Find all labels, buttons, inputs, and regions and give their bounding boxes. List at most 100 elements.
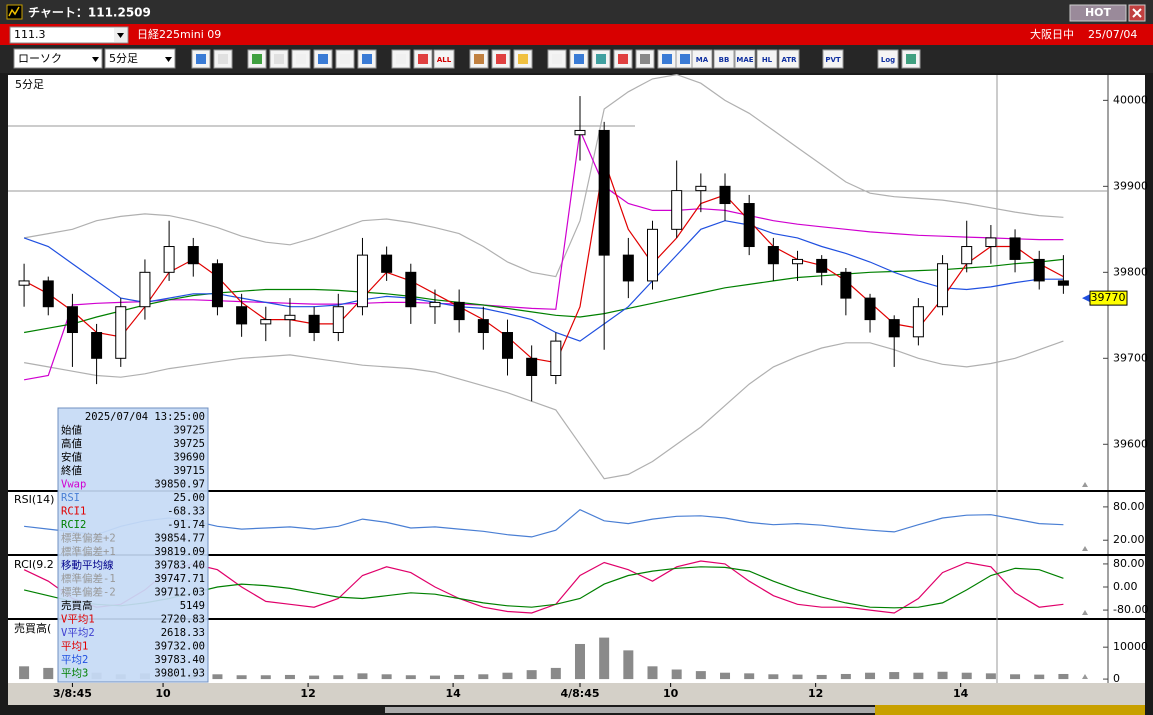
x-tick-label: 10 (155, 687, 171, 700)
close-icon[interactable] (1132, 8, 1142, 18)
info-label: RCI1 (61, 506, 86, 518)
tool-label[interactable]: HL (762, 56, 773, 64)
tool-button[interactable] (877, 49, 899, 69)
x-tick-label: 12 (808, 687, 823, 700)
volume-bar (357, 673, 368, 680)
tool-button[interactable] (822, 49, 844, 69)
y-tick-label: 80.00 (1113, 500, 1145, 513)
tool-glyph (218, 54, 228, 64)
tool-glyph (640, 54, 650, 64)
tool-button[interactable] (778, 49, 800, 69)
volume-bar (405, 675, 416, 680)
info-value: 25.00 (173, 492, 205, 504)
x-tick-label: 4/8:45 (560, 687, 599, 700)
interval[interactable]: 5分足 (109, 52, 138, 65)
panel-title: RSI(14) (14, 493, 54, 506)
y-tick-label: -80.00 (1113, 603, 1148, 616)
info-value: 39712.03 (154, 587, 205, 599)
tool-label[interactable]: MA (696, 56, 709, 64)
y-tick-label: 20.00 (1113, 533, 1145, 546)
volume-bar (671, 669, 682, 680)
dropdown-arrow (117, 33, 124, 38)
candle-body (985, 237, 997, 248)
volume-bar (19, 666, 30, 680)
code-input[interactable] (9, 26, 129, 44)
tool-label[interactable]: MAE (736, 56, 753, 64)
tool-glyph (906, 54, 916, 64)
tool-label[interactable]: PVT (825, 56, 841, 64)
chart-type-select[interactable] (13, 48, 103, 69)
candle-body (115, 306, 127, 359)
x-tick-label: 12 (300, 687, 315, 700)
tool-glyph (496, 54, 506, 64)
price-label: 39770 (1091, 291, 1126, 304)
tool-glyph (252, 54, 262, 64)
volume-bar (550, 667, 561, 680)
chart-type[interactable]: ローソク (18, 52, 62, 65)
candle-body (381, 254, 393, 273)
plots: 5分足 39600 39700 39800 39900 40000 39770 3/8:45 1… (14, 73, 1148, 700)
interval-select[interactable] (104, 48, 176, 69)
info-label: 安値 (61, 451, 82, 464)
hot-button[interactable] (1069, 4, 1127, 22)
candle-body (671, 190, 683, 230)
code-text[interactable]: 111.3 (14, 28, 46, 41)
x-axis-strip (8, 683, 1145, 705)
tool-glyph (340, 54, 350, 64)
volume-bar (284, 674, 295, 680)
tool-button[interactable] (713, 49, 735, 69)
info-label: 平均1 (61, 641, 88, 653)
volume-bar (816, 674, 827, 680)
info-label: V平均2 (61, 627, 95, 639)
tool-button[interactable] (691, 49, 713, 69)
app-icon-glyph (8, 6, 20, 17)
tool-label[interactable]: Log (881, 56, 895, 64)
info-value: 39725 (173, 425, 205, 437)
info-value: 39850.97 (154, 479, 205, 491)
volume-bar (865, 672, 876, 680)
candle-body (598, 129, 610, 256)
y-tick-label: 0 (1113, 672, 1120, 685)
info-label: RCI2 (61, 519, 86, 531)
y-tick-label: 39900 (1113, 179, 1148, 192)
tool-glyph (418, 54, 428, 64)
candle-body (792, 258, 804, 265)
tool-label[interactable]: BB (719, 56, 730, 64)
info-label: Vwap (61, 479, 86, 491)
candle-body (647, 228, 659, 282)
info-label: RSI (61, 492, 80, 504)
info-value: 39783.40 (154, 654, 205, 666)
volume-bar (913, 672, 924, 680)
scrollbar[interactable] (385, 707, 875, 713)
candle-body (743, 203, 755, 248)
x-tick-label: 14 (445, 687, 461, 700)
session: 大阪日中 (1030, 27, 1074, 41)
candle-body (1033, 258, 1045, 282)
tool-button[interactable] (433, 49, 455, 69)
tool-label[interactable]: ALL (437, 56, 452, 64)
tool-glyph (596, 54, 606, 64)
tool-glyph (574, 54, 584, 64)
info-label: 標準偏差-1 (61, 572, 116, 585)
volume-bar (260, 675, 271, 680)
tool-glyph (362, 54, 372, 64)
tool-glyph (680, 54, 690, 64)
scroll-marker (1082, 674, 1088, 679)
info-value: 39715 (173, 465, 205, 477)
scrollbar-thumb[interactable] (875, 705, 1145, 715)
tool-button[interactable] (756, 49, 778, 69)
candle-body (42, 280, 54, 308)
hot-label[interactable]: HOT (1085, 6, 1112, 19)
info-panel-bg (57, 407, 209, 683)
volume-bar (889, 672, 900, 680)
tool-label[interactable]: ATR (781, 56, 797, 64)
volume-bar (1034, 674, 1045, 680)
info-label: V平均1 (61, 614, 95, 626)
tool-button[interactable] (734, 49, 756, 69)
candle-body (187, 246, 199, 265)
info-label: 標準偏差-2 (61, 586, 116, 599)
volume-bar (768, 674, 779, 680)
candle-body (961, 246, 973, 265)
